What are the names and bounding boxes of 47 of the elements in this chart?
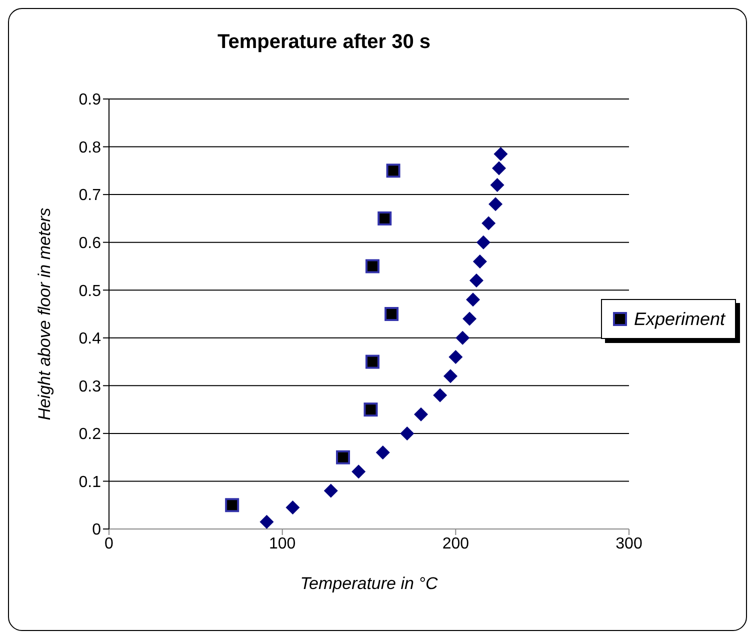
y-tick-label: 0.5 [78,282,102,300]
point [490,178,504,192]
y-tick-label: 0.3 [78,378,102,396]
point [488,197,503,212]
y-tick-label: 0.2 [78,426,102,444]
x-tick-label: 200 [442,535,470,552]
x-tick-label: 0 [104,535,114,552]
y-tick-label: 0.1 [78,474,102,491]
point [400,426,414,440]
y-tick-label: 0.4 [78,330,102,348]
point [492,161,506,176]
point [494,146,508,161]
y-axis-title: Height above floor in meters [35,207,54,420]
x-axis-title: Temperature in °C [300,574,438,593]
point [225,498,240,512]
x-tick-label: 100 [268,535,296,552]
chart-title: Temperature after 30 s [216,31,432,54]
y-tick-label: 0.6 [78,235,102,252]
point [448,350,463,364]
point [352,464,366,479]
point [414,407,428,422]
y-tick-label: 0 [92,522,102,539]
y-tick-label: 0.8 [78,139,102,156]
point [482,216,496,230]
x-tick-label: 300 [616,535,642,552]
point [286,500,300,514]
y-tick-label: 0.9 [78,92,102,109]
point [462,312,477,326]
point [469,274,484,288]
point [336,450,350,464]
point [472,254,487,268]
point [260,514,274,529]
y-tick-label: 0.7 [78,187,102,204]
point [476,235,490,250]
point [386,164,400,178]
point [324,484,338,498]
legend-label: Experiment [634,308,726,330]
point [365,259,380,274]
point [376,446,390,460]
point [378,211,392,226]
point [443,369,458,384]
point [433,388,448,402]
point [384,307,399,321]
point [365,354,380,369]
point [466,292,480,307]
point [364,402,378,417]
point [456,330,470,345]
